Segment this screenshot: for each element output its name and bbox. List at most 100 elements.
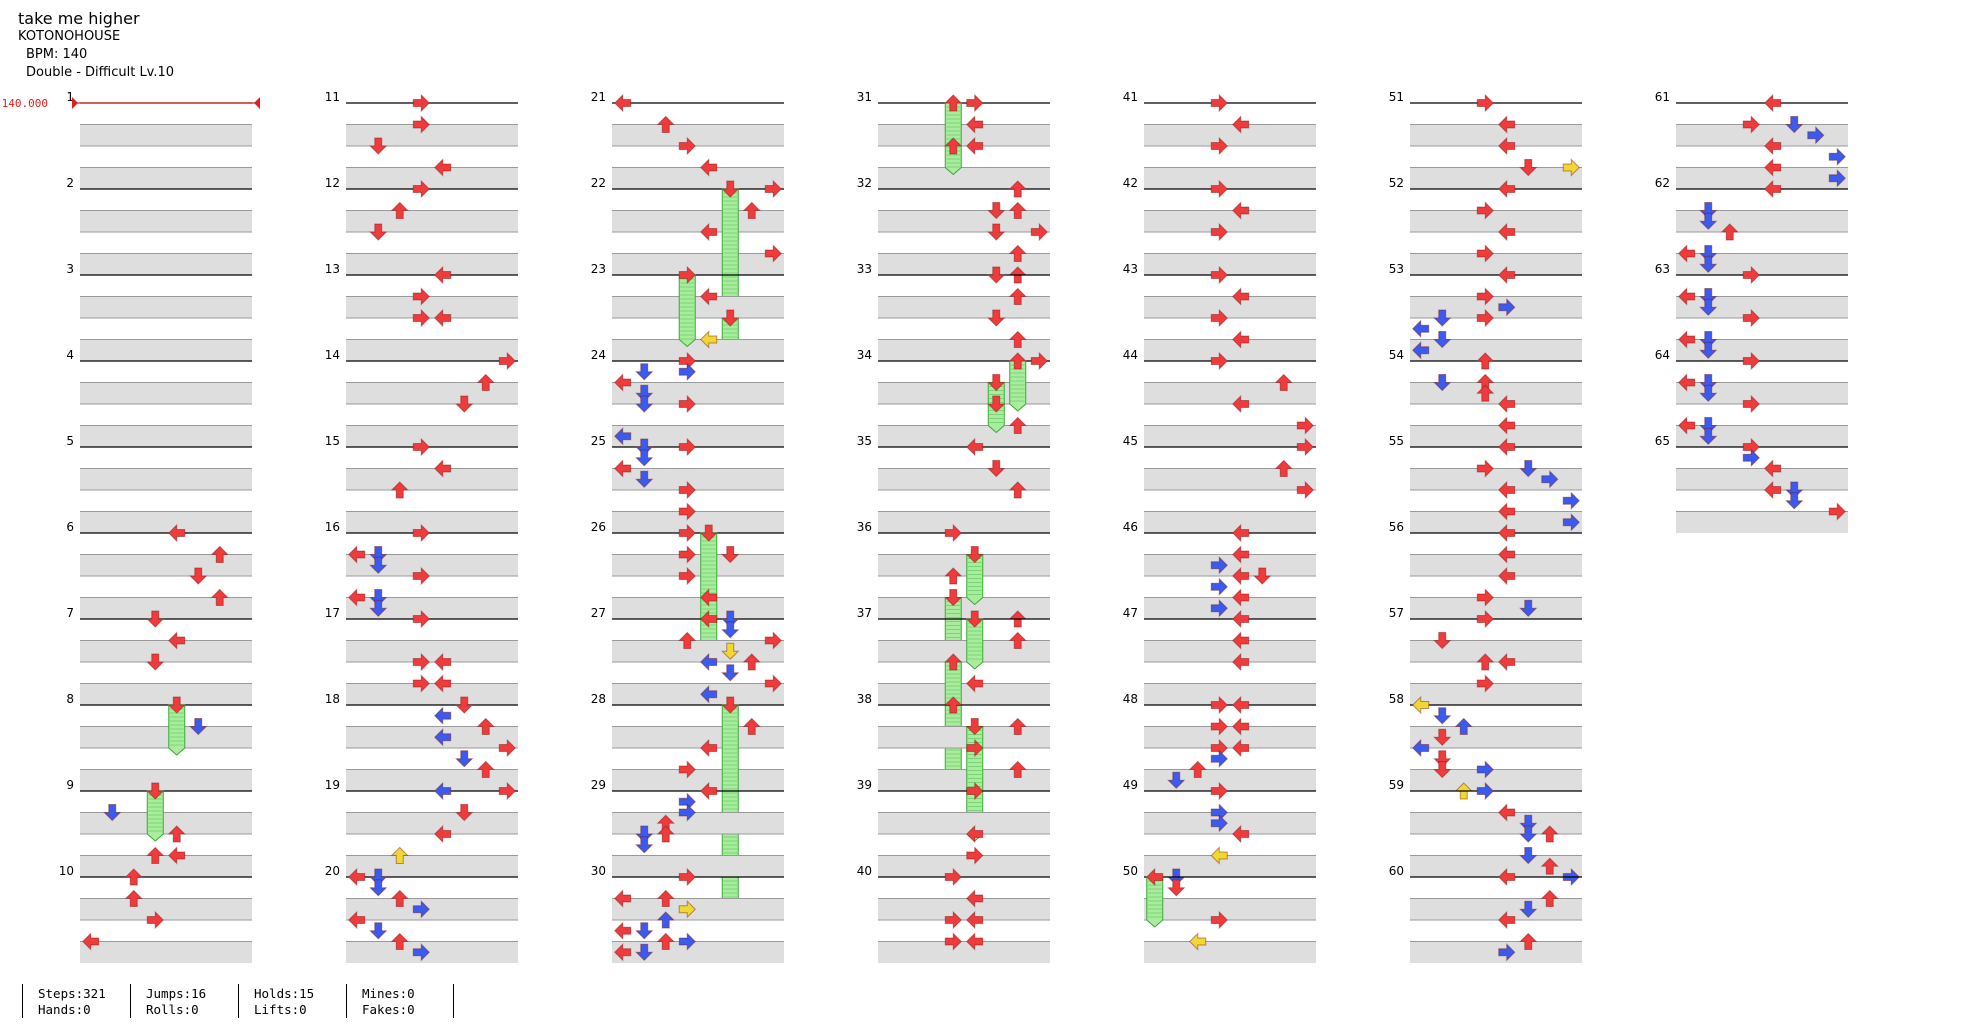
arrow-note <box>966 932 984 951</box>
arrow-note <box>434 652 452 672</box>
arrow-note <box>1764 480 1782 500</box>
arrow-note <box>700 287 718 306</box>
arrow-note <box>678 631 697 649</box>
arrow-note <box>1828 502 1846 521</box>
arrow-note <box>944 867 962 887</box>
measure-stripe <box>1144 468 1316 490</box>
arrow-note <box>412 115 430 134</box>
song-bpm: BPM: 140 <box>26 47 88 62</box>
measure-stripe <box>1410 339 1582 361</box>
arrow-note <box>369 599 388 617</box>
measure-stripe <box>612 210 784 232</box>
measure: 12 <box>325 176 518 275</box>
measure-number: 24 <box>591 348 606 362</box>
measure-stripe <box>1410 597 1582 619</box>
arrow-note <box>348 545 366 564</box>
measure: 34 <box>857 348 1050 447</box>
measure-number: 61 <box>1655 90 1670 104</box>
arrow-note <box>987 395 1006 413</box>
arrow-note <box>1562 491 1580 510</box>
arrow-note <box>1540 825 1559 843</box>
measure: 46 <box>1123 520 1316 619</box>
measure-stripe <box>612 253 784 275</box>
arrow-note <box>1742 448 1760 467</box>
bpm-start-tick <box>72 97 78 109</box>
measure-stripe <box>612 382 784 404</box>
measure-number: 27 <box>591 606 606 620</box>
measure-stripe <box>80 855 252 877</box>
measure-stripe <box>1144 769 1316 791</box>
arrow-note <box>1210 599 1228 618</box>
arrow-note <box>390 932 409 950</box>
stats-separator <box>453 984 454 1018</box>
measure: 32 <box>857 176 1050 284</box>
measure-stripe <box>612 812 784 834</box>
arrow-note <box>1232 523 1250 543</box>
measure-stripe <box>1144 382 1316 404</box>
arrow-note <box>1008 352 1027 370</box>
arrow-note <box>721 621 740 639</box>
arrow-note <box>369 879 388 897</box>
measure-number: 29 <box>591 778 606 792</box>
arrow-note <box>1008 330 1027 348</box>
arrow-note <box>635 836 654 854</box>
measure-number: 17 <box>325 606 340 620</box>
arrow-note <box>412 674 430 693</box>
hold-body <box>944 661 962 778</box>
measure: 13 <box>325 262 518 361</box>
arrow-note <box>944 910 962 930</box>
arrow-note <box>1210 717 1228 736</box>
measure: 22 <box>591 176 784 348</box>
arrow-note <box>1210 577 1228 596</box>
arrow-note <box>614 459 632 478</box>
arrow-note <box>210 545 229 563</box>
measure-stripe <box>1144 597 1316 619</box>
measure-stripe <box>346 253 518 275</box>
measure-stripe <box>878 124 1050 146</box>
arrow-note <box>1742 394 1760 414</box>
arrow-note <box>1210 93 1228 113</box>
measure-number: 35 <box>857 434 872 448</box>
arrow-note <box>1498 910 1516 930</box>
arrow-note <box>1678 330 1696 349</box>
measure-stripe <box>346 425 518 447</box>
arrow-note <box>635 922 654 940</box>
arrow-note <box>614 889 632 908</box>
arrow-note <box>699 524 718 542</box>
arrow-note <box>678 867 696 887</box>
arrow-note <box>168 846 186 865</box>
measure-stripe <box>1410 511 1582 533</box>
measure-number: 57 <box>1389 606 1404 620</box>
measure-number: 63 <box>1655 262 1670 276</box>
arrow-note <box>1232 566 1250 586</box>
measure-number: 36 <box>857 520 872 534</box>
arrow-note <box>721 664 740 682</box>
measure-stripe <box>878 425 1050 447</box>
measure: 30 <box>591 864 784 963</box>
measure-stripe <box>1144 683 1316 705</box>
measure-stripe <box>1410 554 1582 576</box>
arrow-note <box>348 588 366 607</box>
measure: 43 <box>1123 262 1316 361</box>
measure: 7 <box>66 606 252 705</box>
measure-stripe <box>346 683 518 705</box>
arrow-note <box>103 804 122 822</box>
arrow-note <box>1433 374 1452 392</box>
arrow-note <box>678 265 696 285</box>
measure: 11 <box>325 90 518 189</box>
arrow-note <box>1519 460 1538 478</box>
measure-number: 42 <box>1123 176 1138 190</box>
measure: 65 <box>1655 434 1848 533</box>
arrow-note <box>944 137 963 155</box>
bpm-end-tick <box>254 97 260 109</box>
arrow-note <box>1210 222 1228 242</box>
song-title: take me higher <box>18 9 140 28</box>
arrow-note <box>966 136 984 156</box>
measure-stripe <box>346 640 518 662</box>
measure-number: 60 <box>1389 864 1404 878</box>
arrow-note <box>1476 287 1494 306</box>
measure: 27 <box>591 606 784 705</box>
measure-stripe <box>1410 726 1582 748</box>
arrow-note <box>1476 781 1494 801</box>
